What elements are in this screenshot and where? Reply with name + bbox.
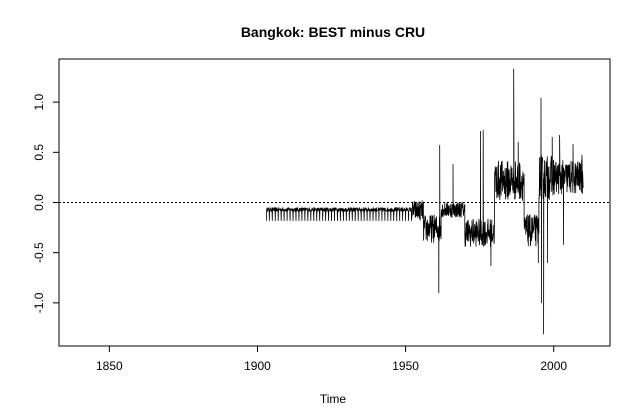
series-line <box>266 68 584 335</box>
y-tick-label: -0.5 <box>32 242 46 263</box>
y-axis: -1.0 -0.5 0.0 0.5 1.0 <box>32 93 60 313</box>
y-tick-label: 1.0 <box>32 93 46 110</box>
y-tick-label: 0.5 <box>32 144 46 161</box>
x-tick-label: 1850 <box>96 359 123 373</box>
series-group <box>266 68 584 335</box>
x-axis: 1850 1900 1950 2000 <box>96 345 567 373</box>
y-tick-label: -1.0 <box>32 292 46 313</box>
x-tick-label: 1950 <box>392 359 419 373</box>
chart-title: Bangkok: BEST minus CRU <box>241 24 425 40</box>
x-axis-label: Time <box>320 392 347 406</box>
x-tick-label: 2000 <box>540 359 567 373</box>
y-tick-label: 0.0 <box>32 194 46 211</box>
x-tick-label: 1900 <box>244 359 271 373</box>
